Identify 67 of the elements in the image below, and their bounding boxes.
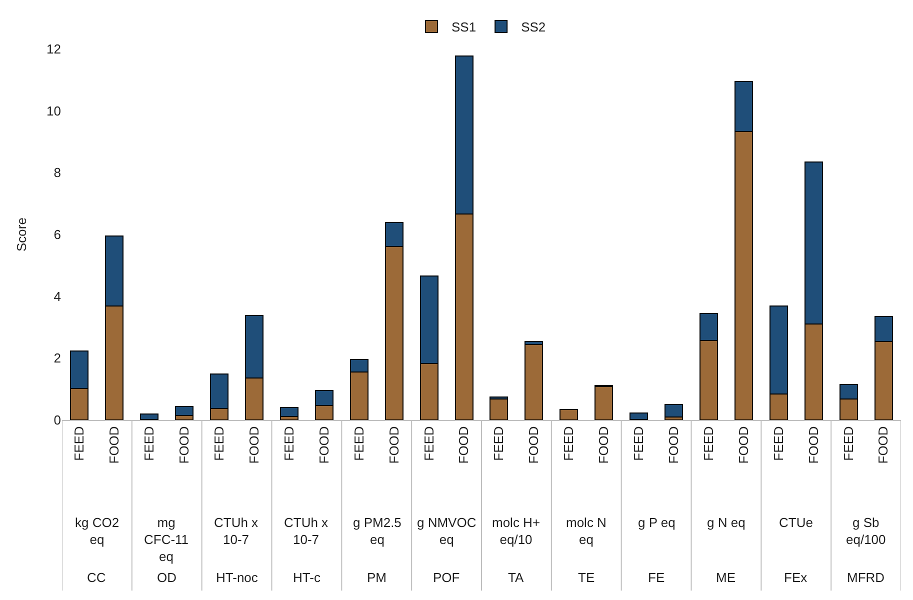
text: POF bbox=[433, 570, 460, 585]
text: PM bbox=[367, 570, 386, 585]
x-tick-label: FEED bbox=[491, 426, 506, 461]
legend-label: SS1 bbox=[452, 20, 476, 35]
bar bbox=[664, 404, 684, 418]
y-tick-label: 0 bbox=[54, 412, 61, 428]
text: g PM2.5 eq bbox=[353, 515, 402, 547]
text: g P eq bbox=[638, 515, 676, 530]
text: MFRD bbox=[847, 570, 885, 585]
text: OD bbox=[157, 570, 176, 585]
y-tick-label: 4 bbox=[54, 288, 61, 304]
x-tick-label: FOOD bbox=[526, 426, 542, 464]
text: CTUh x 10-7 bbox=[214, 515, 259, 547]
text: g N eq bbox=[707, 515, 746, 530]
bar bbox=[524, 344, 544, 420]
x-tick-label: FOOD bbox=[386, 426, 402, 464]
x-tick-label: FEED bbox=[770, 426, 786, 461]
text: molc H+ eq/10 bbox=[492, 515, 540, 547]
text: FE bbox=[648, 570, 665, 585]
x-tick-label: FEED bbox=[142, 426, 157, 461]
x-tick-label: FOOD bbox=[806, 426, 821, 464]
text: CTUe bbox=[779, 515, 813, 530]
text: TA bbox=[508, 570, 524, 585]
x-tick-label: FEED bbox=[631, 426, 646, 461]
x-tick-label: FOOD bbox=[106, 426, 122, 464]
text: g NMVOC eq bbox=[417, 515, 476, 547]
text: kg CO2 eq bbox=[75, 515, 120, 547]
text: HT-c bbox=[293, 570, 321, 585]
x-tick-label: FEED bbox=[351, 426, 366, 461]
x-tick-label: FEED bbox=[840, 426, 856, 461]
text: molc N eq bbox=[566, 515, 606, 547]
x-tick-label: FOOD bbox=[316, 426, 332, 464]
x-tick-label: FEED bbox=[700, 426, 716, 461]
x-tick-label: FOOD bbox=[456, 426, 472, 464]
text: g Sb eq/100 bbox=[846, 515, 886, 547]
y-tick-label: 2 bbox=[54, 350, 61, 366]
y-tick-label: 12 bbox=[46, 42, 61, 57]
y-tick-label: 6 bbox=[54, 227, 61, 242]
x-tick-label: FOOD bbox=[596, 426, 612, 464]
bar bbox=[630, 412, 648, 420]
text: mg CFC-11 eq bbox=[144, 515, 189, 564]
bar bbox=[594, 386, 614, 420]
x-tick-label: FEED bbox=[421, 426, 436, 461]
bar bbox=[560, 408, 578, 420]
x-tick-label: FOOD bbox=[246, 426, 262, 464]
x-tick-label: FEED bbox=[281, 426, 296, 461]
text: TE bbox=[578, 570, 595, 585]
x-tick-label: FEED bbox=[212, 426, 227, 461]
text: HT-noc bbox=[216, 570, 258, 585]
x-tick-label: FOOD bbox=[176, 426, 192, 464]
y-axis-title: Score bbox=[14, 218, 29, 252]
y-tick-label: 8 bbox=[54, 165, 61, 180]
legend-label: SS2 bbox=[521, 20, 546, 35]
bar bbox=[490, 398, 508, 420]
bar bbox=[280, 407, 298, 417]
text: FEx bbox=[784, 570, 808, 585]
y-tick-label: 10 bbox=[46, 103, 61, 118]
bar bbox=[175, 406, 194, 416]
bar bbox=[140, 414, 159, 420]
x-tick-label: FEED bbox=[561, 426, 576, 461]
x-tick-label: FOOD bbox=[666, 426, 681, 464]
x-tick-label: FOOD bbox=[876, 426, 891, 464]
text: ME bbox=[716, 570, 736, 585]
x-tick-label: FOOD bbox=[736, 426, 751, 464]
text: CC bbox=[87, 570, 106, 585]
text: CTUh x 10-7 bbox=[284, 515, 329, 547]
x-tick-label: FEED bbox=[72, 426, 87, 461]
